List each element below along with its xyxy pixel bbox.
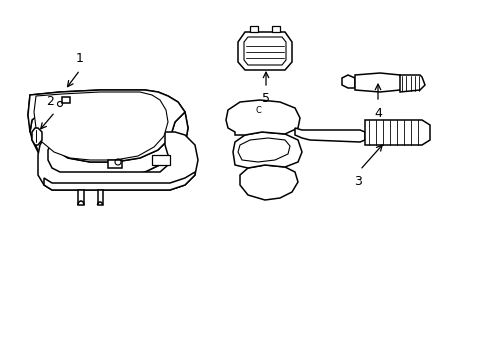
Polygon shape <box>249 26 258 32</box>
Text: 5: 5 <box>262 92 269 105</box>
Text: 1: 1 <box>76 52 84 65</box>
Polygon shape <box>364 120 429 145</box>
Polygon shape <box>78 190 84 205</box>
Text: 4: 4 <box>373 107 381 120</box>
Polygon shape <box>108 160 122 168</box>
Polygon shape <box>28 90 187 180</box>
Text: 3: 3 <box>353 175 361 188</box>
Polygon shape <box>271 26 280 32</box>
Text: C: C <box>255 105 261 114</box>
Polygon shape <box>30 112 187 180</box>
Polygon shape <box>399 75 424 92</box>
Text: 2: 2 <box>46 95 54 108</box>
Polygon shape <box>238 138 289 162</box>
Polygon shape <box>294 128 364 142</box>
Polygon shape <box>225 100 299 135</box>
Polygon shape <box>98 190 103 205</box>
Polygon shape <box>28 90 184 162</box>
Polygon shape <box>62 97 70 103</box>
Polygon shape <box>32 128 42 145</box>
Polygon shape <box>34 92 168 160</box>
Polygon shape <box>240 165 297 200</box>
Polygon shape <box>341 75 354 88</box>
Polygon shape <box>152 155 170 165</box>
Polygon shape <box>38 132 198 190</box>
Polygon shape <box>44 172 195 190</box>
Polygon shape <box>354 73 402 92</box>
Polygon shape <box>244 37 285 65</box>
Polygon shape <box>238 32 291 70</box>
Polygon shape <box>232 132 302 168</box>
